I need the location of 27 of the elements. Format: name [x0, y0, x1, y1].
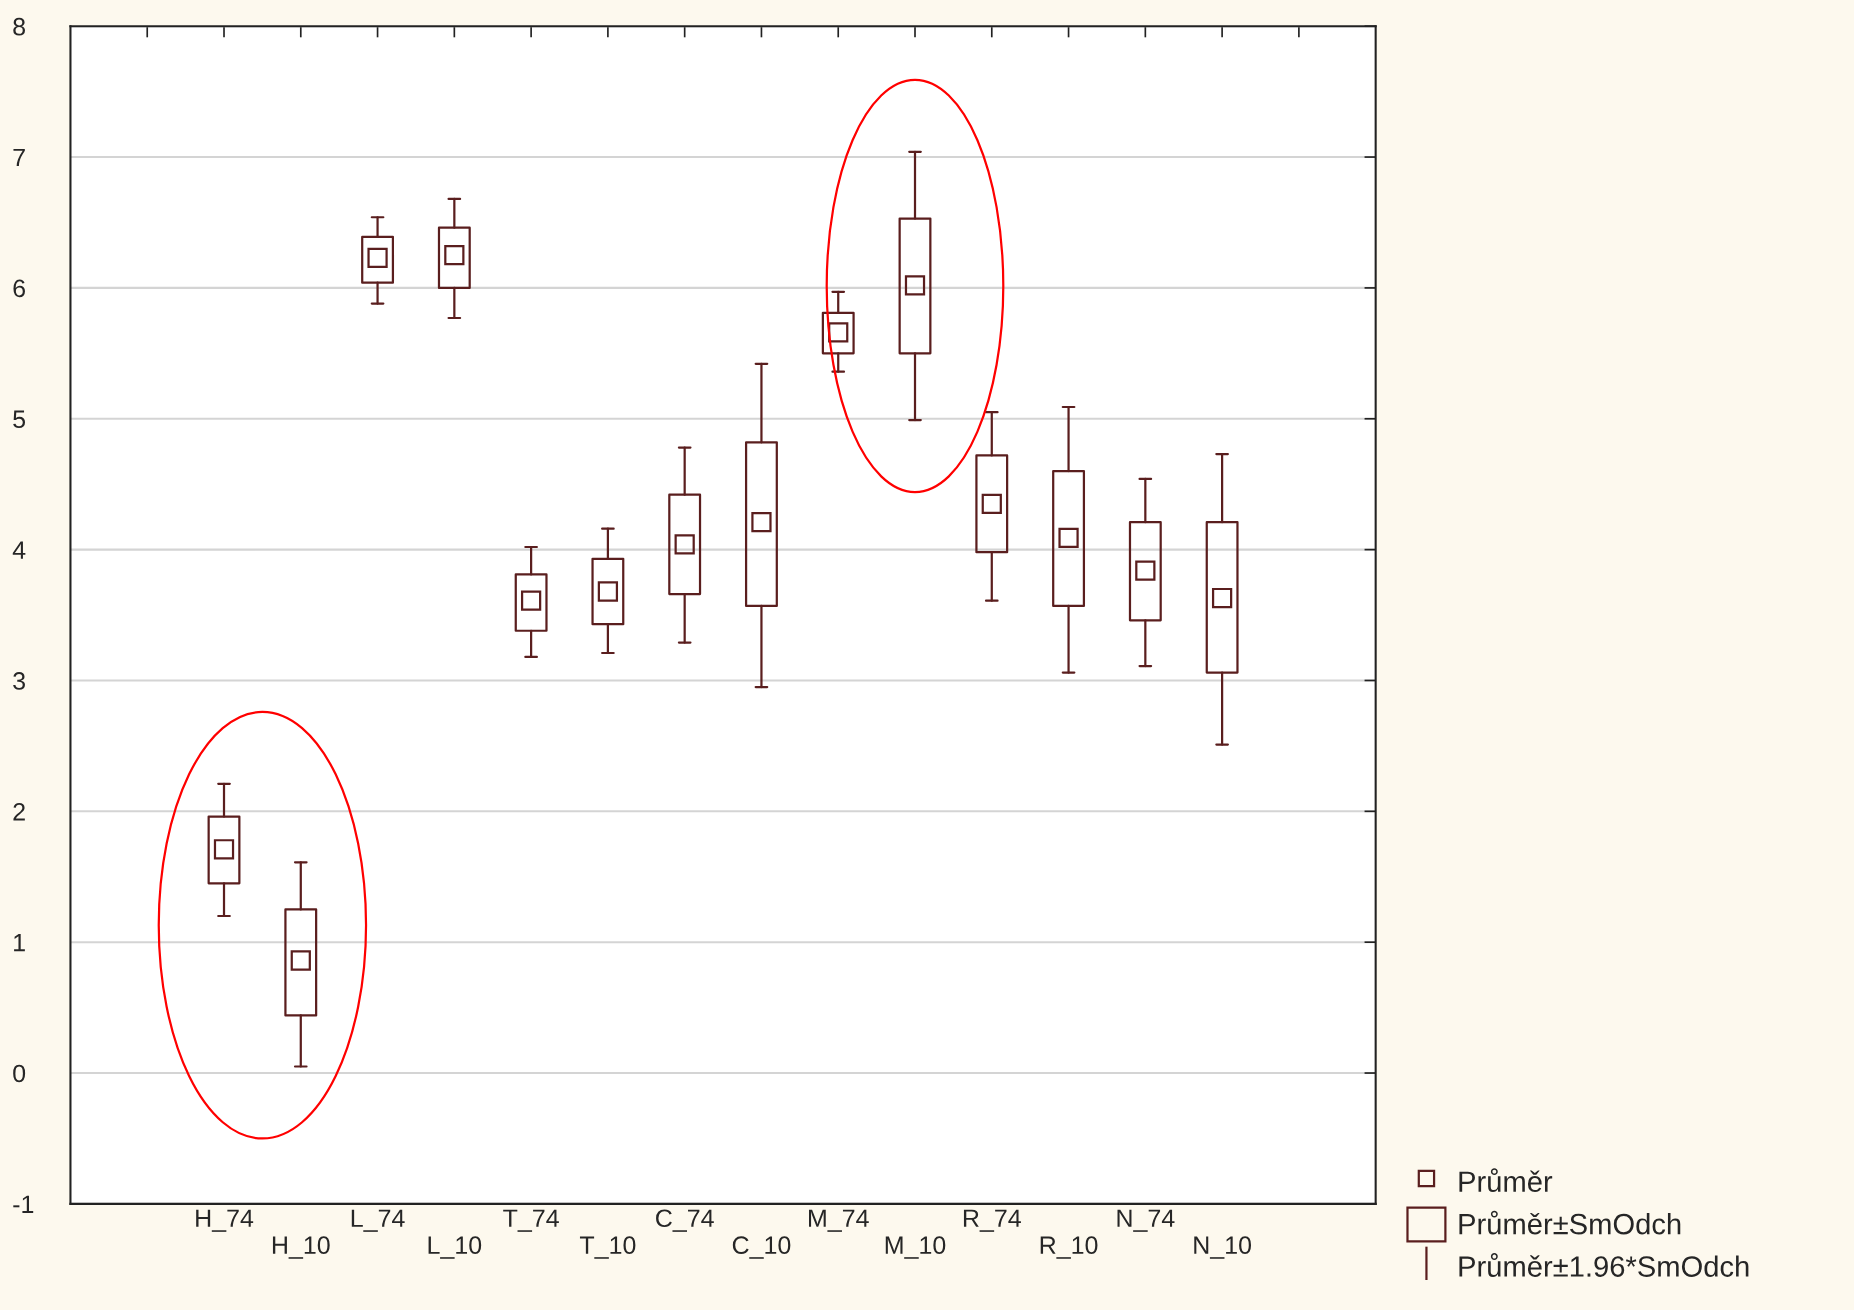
- y-tick-label: 1: [14, 934, 25, 952]
- y-tick-label: 3: [13, 672, 25, 690]
- x-tick-label: N_74: [1117, 1209, 1175, 1232]
- x-tick-label: L_74: [351, 1209, 405, 1232]
- y-tick-label: -1: [13, 1195, 34, 1213]
- y-tick-label: 0: [13, 1064, 26, 1083]
- text: Průměr: [1459, 1168, 1553, 1193]
- text: Průměr±1.96*SmOdch: [1459, 1253, 1749, 1277]
- y-tick-label: 4: [12, 541, 26, 559]
- x-tick-label: C_74: [656, 1209, 714, 1232]
- y-tick-label: 7: [13, 148, 25, 167]
- y-tick-label: 6: [13, 279, 25, 298]
- x-tick-label: M_10: [885, 1236, 946, 1259]
- x-tick-label: R_10: [1040, 1236, 1098, 1259]
- x-tick-label: R_74: [963, 1209, 1021, 1232]
- y-tick-label: 2: [13, 802, 25, 821]
- x-tick-label: L_10: [428, 1236, 482, 1259]
- x-tick-label: T_74: [503, 1209, 559, 1232]
- x-tick-label: H_10: [272, 1236, 330, 1259]
- x-tick-label: T_10: [579, 1236, 636, 1259]
- x-tick-label: H_74: [196, 1209, 254, 1232]
- text: Průměr±SmOdch: [1459, 1210, 1681, 1235]
- x-tick-label: C_10: [732, 1236, 791, 1259]
- y-tick-label: 8: [13, 17, 25, 36]
- x-tick-label: M_74: [809, 1209, 869, 1232]
- x-tick-label: N_10: [1194, 1236, 1252, 1259]
- y-tick-label: 5: [13, 410, 26, 429]
